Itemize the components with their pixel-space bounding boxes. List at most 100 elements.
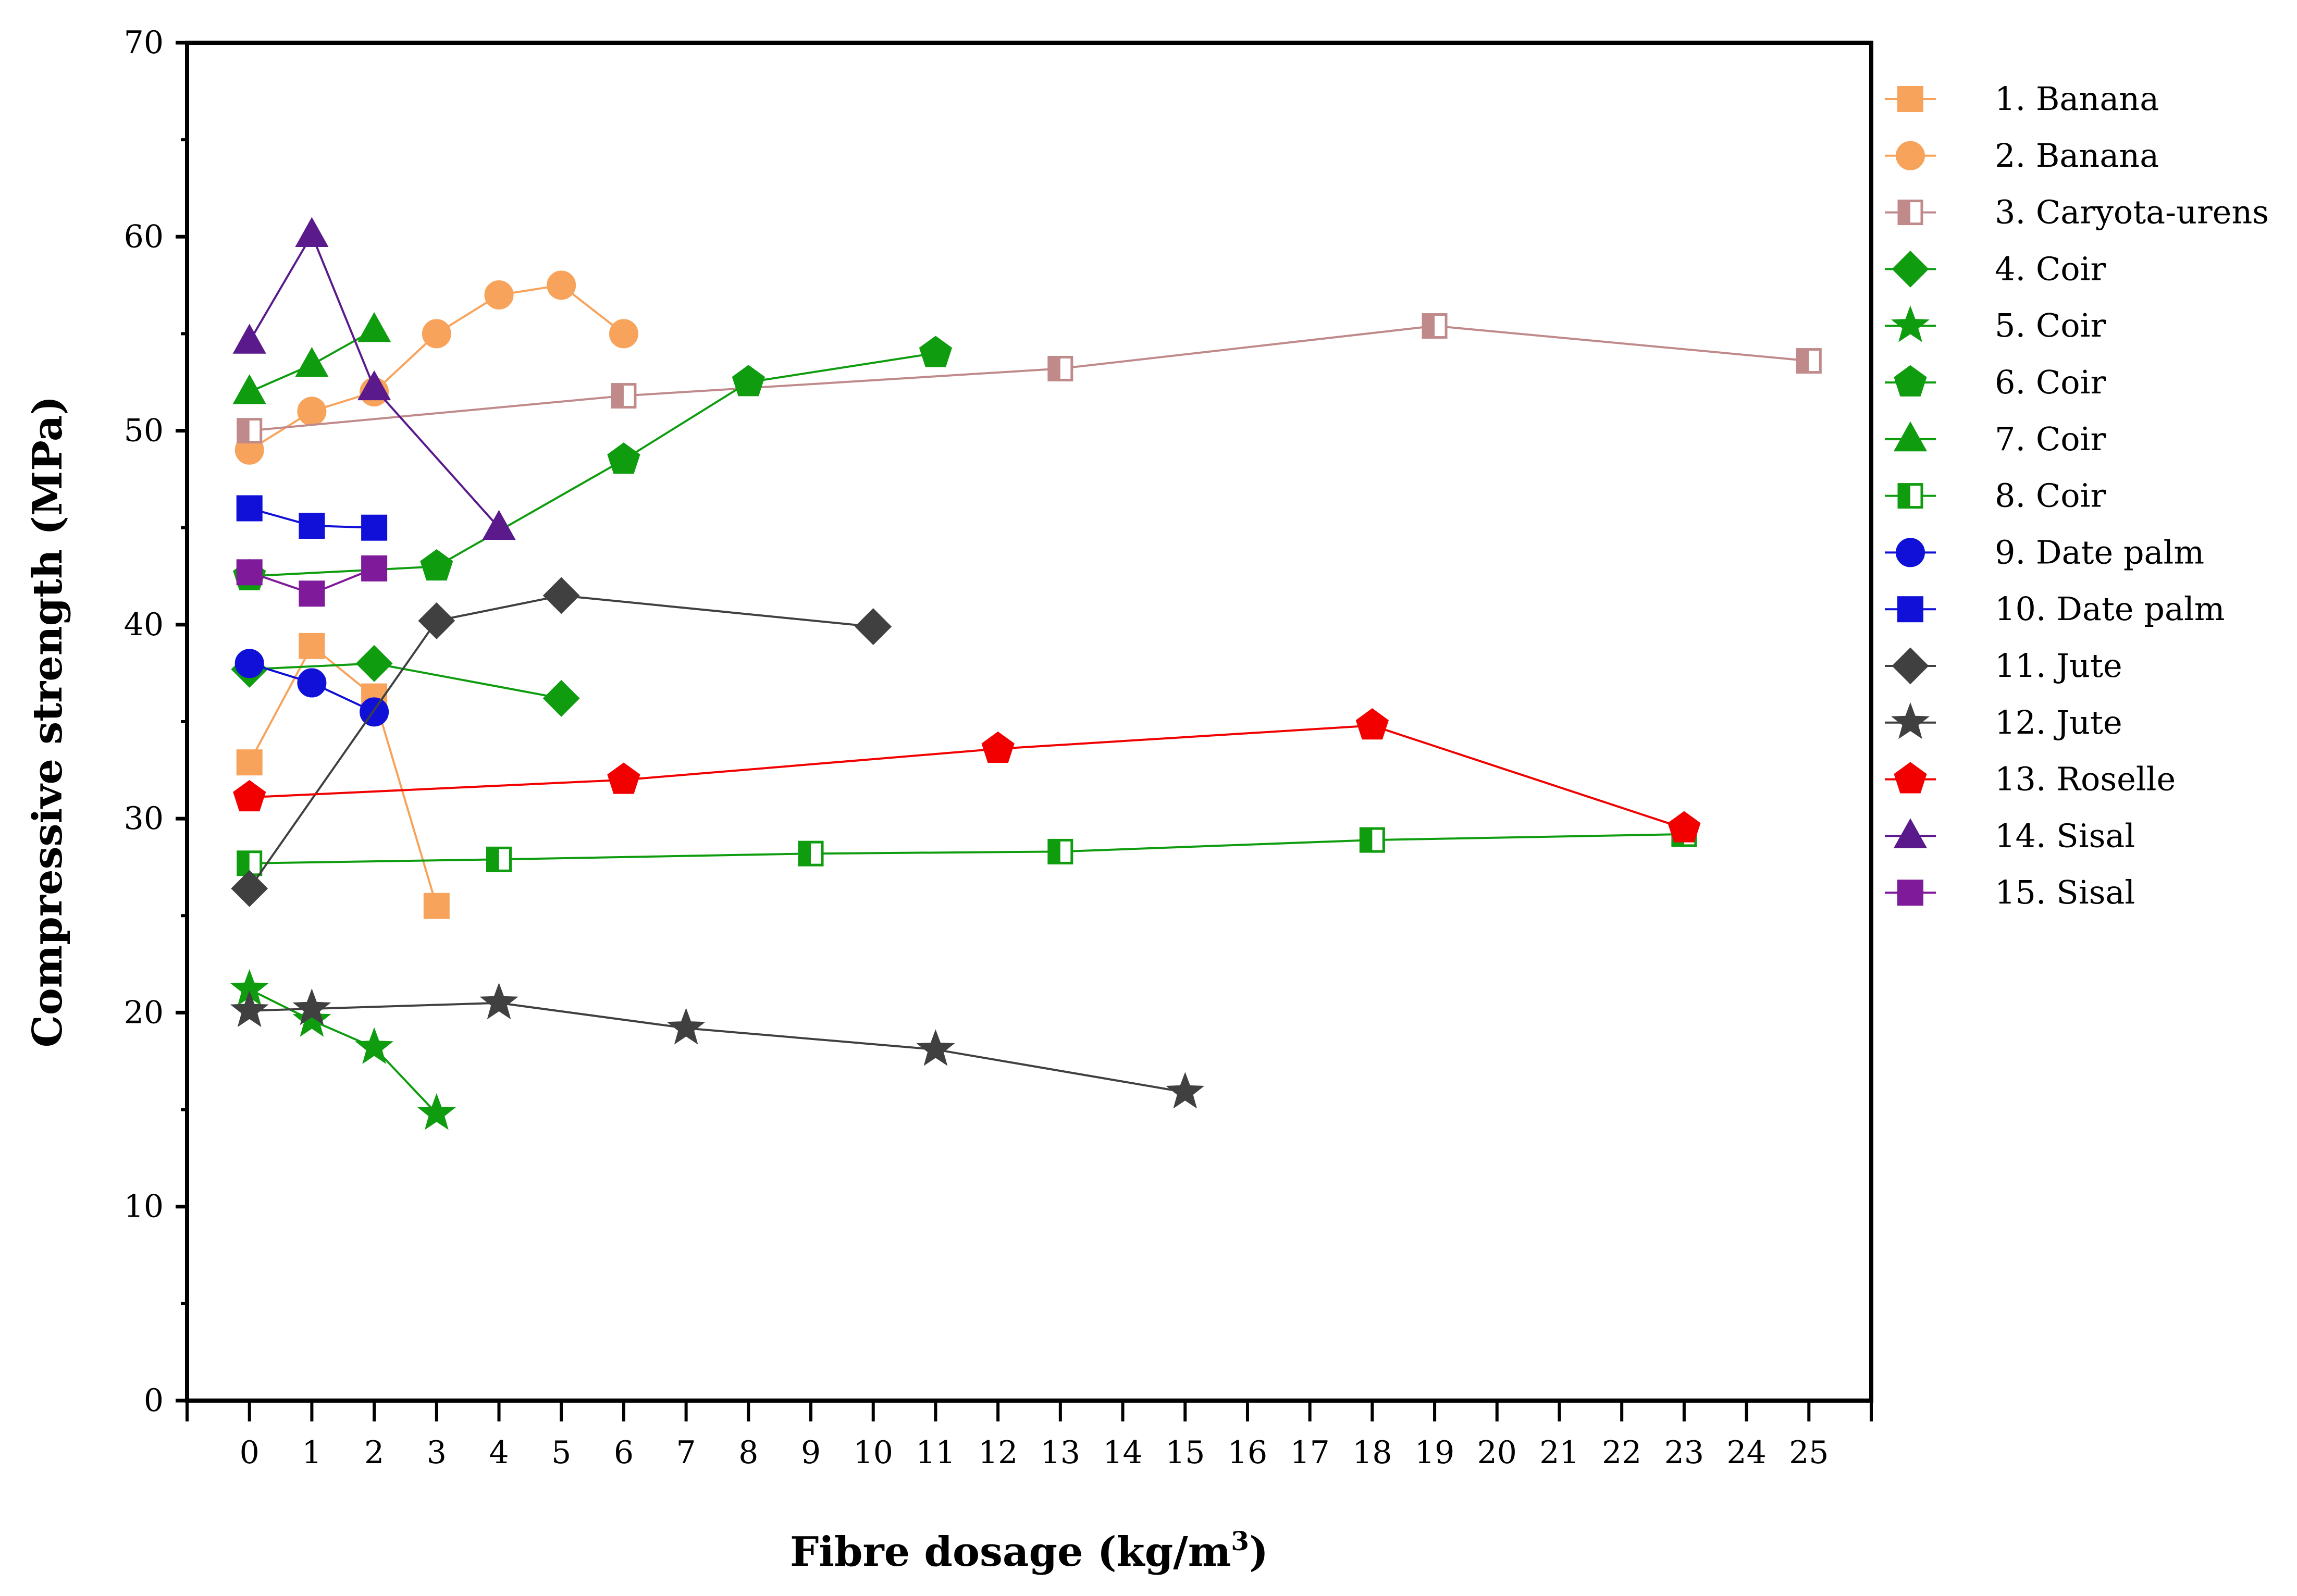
y-tick-label: 40 bbox=[124, 607, 164, 643]
x-tick-label: 4 bbox=[489, 1434, 509, 1471]
data-point bbox=[479, 982, 518, 1020]
legend-label: 13. Roselle bbox=[1995, 760, 2176, 798]
legend-item: 10. Date palm bbox=[1885, 590, 2225, 628]
data-point bbox=[666, 1008, 706, 1045]
y-axis-title: Compressive strength (MPa) bbox=[24, 396, 71, 1048]
series-line bbox=[248, 644, 438, 907]
series-line bbox=[249, 1001, 1185, 1094]
y-tick-label: 20 bbox=[124, 994, 164, 1031]
x-tick-label: 6 bbox=[614, 1434, 634, 1471]
data-point bbox=[357, 370, 391, 401]
legend-label: 9. Date palm bbox=[1995, 533, 2204, 571]
data-point bbox=[237, 418, 263, 444]
legend: 1. Banana 2. Banana 3. Caryota-urens 4. Coi… bbox=[1885, 80, 2269, 911]
legend-label: 14. Sisal bbox=[1995, 816, 2135, 855]
legend-item: 12. Jute bbox=[1885, 702, 2122, 741]
data-point bbox=[611, 383, 637, 409]
legend-label: 10. Date palm bbox=[1995, 590, 2225, 628]
data-point bbox=[609, 319, 638, 349]
legend-marker bbox=[1894, 762, 1927, 794]
series-line bbox=[249, 594, 873, 889]
data-point bbox=[542, 679, 580, 717]
data-point bbox=[547, 270, 576, 300]
legend-marker bbox=[1897, 483, 1923, 509]
series-line bbox=[249, 662, 562, 700]
legend-item: 2. Banana bbox=[1885, 137, 2159, 175]
legend-marker bbox=[1893, 818, 1928, 848]
data-point bbox=[417, 1093, 456, 1130]
data-point bbox=[292, 988, 331, 1025]
series-line bbox=[248, 232, 500, 529]
data-point bbox=[607, 442, 640, 474]
legend-marker bbox=[1896, 538, 1925, 567]
legend-item: 5. Coir bbox=[1885, 305, 2106, 344]
data-point bbox=[916, 1029, 955, 1066]
legend-marker bbox=[1892, 647, 1929, 685]
series-13 bbox=[233, 708, 1701, 843]
data-point bbox=[1422, 313, 1448, 339]
data-point bbox=[361, 514, 388, 541]
legend-marker bbox=[1897, 200, 1923, 226]
data-point bbox=[232, 374, 266, 404]
x-tick-label: 19 bbox=[1415, 1434, 1454, 1471]
data-point bbox=[231, 870, 268, 907]
series-1 bbox=[236, 633, 450, 919]
data-point bbox=[1166, 1072, 1205, 1109]
x-axis-title-superscript: 3 bbox=[1231, 1526, 1249, 1556]
series-3 bbox=[237, 313, 1822, 444]
y-tick-label: 0 bbox=[144, 1382, 164, 1419]
x-tick-label: 8 bbox=[738, 1434, 758, 1471]
x-tick-label: 25 bbox=[1789, 1434, 1829, 1471]
data-point bbox=[236, 495, 263, 522]
legend-marker bbox=[1897, 86, 1923, 112]
data-point bbox=[295, 217, 329, 247]
series-10 bbox=[236, 495, 388, 541]
series-15 bbox=[236, 555, 388, 607]
data-point bbox=[1668, 811, 1701, 843]
y-axis-ticks: 0 10 20 30 40 50 60 70 bbox=[124, 24, 187, 1419]
x-tick-label: 7 bbox=[676, 1434, 696, 1471]
y-tick-label: 30 bbox=[124, 800, 164, 837]
data-point bbox=[1047, 838, 1073, 864]
data-point bbox=[360, 697, 389, 727]
data-point bbox=[855, 608, 892, 646]
legend-label: 6. Coir bbox=[1995, 363, 2106, 401]
legend-item: 9. Date palm bbox=[1885, 533, 2204, 571]
legend-item: 14. Sisal bbox=[1885, 816, 2135, 855]
legend-label: 1. Banana bbox=[1995, 80, 2159, 118]
series-line bbox=[249, 352, 936, 577]
legend-label: 7. Coir bbox=[1995, 420, 2106, 458]
data-point bbox=[1355, 708, 1389, 740]
legend-item: 4. Coir bbox=[1885, 250, 2106, 288]
x-axis-title-suffix: ) bbox=[1249, 1528, 1268, 1576]
data-point bbox=[230, 990, 269, 1028]
data-point bbox=[233, 780, 266, 812]
x-tick-label: 16 bbox=[1228, 1434, 1267, 1471]
x-tick-label: 17 bbox=[1290, 1434, 1329, 1471]
x-tick-label: 11 bbox=[916, 1434, 955, 1471]
x-tick-label: 22 bbox=[1602, 1434, 1641, 1471]
x-tick-label: 1 bbox=[302, 1434, 322, 1471]
data-point bbox=[236, 749, 263, 776]
data-point bbox=[355, 645, 393, 682]
legend-item: 1. Banana bbox=[1885, 80, 2159, 118]
data-point bbox=[484, 280, 514, 310]
x-tick-label: 12 bbox=[978, 1434, 1018, 1471]
data-point bbox=[355, 1027, 394, 1064]
legend-marker bbox=[1897, 596, 1923, 623]
x-tick-label: 20 bbox=[1477, 1434, 1517, 1471]
legend-label: 3. Caryota-urens bbox=[1995, 193, 2269, 231]
x-tick-label: 3 bbox=[427, 1434, 447, 1471]
series-line bbox=[249, 325, 1809, 432]
data-point bbox=[236, 559, 263, 586]
series-12 bbox=[230, 982, 1205, 1109]
y-tick-label: 60 bbox=[124, 218, 164, 255]
data-point bbox=[798, 840, 824, 867]
data-point bbox=[607, 762, 640, 794]
legend-label: 5. Coir bbox=[1995, 306, 2106, 344]
y-tick-label: 50 bbox=[124, 413, 164, 449]
data-point bbox=[1796, 348, 1822, 374]
x-tick-label: 23 bbox=[1664, 1434, 1704, 1471]
x-tick-label: 21 bbox=[1539, 1434, 1579, 1471]
